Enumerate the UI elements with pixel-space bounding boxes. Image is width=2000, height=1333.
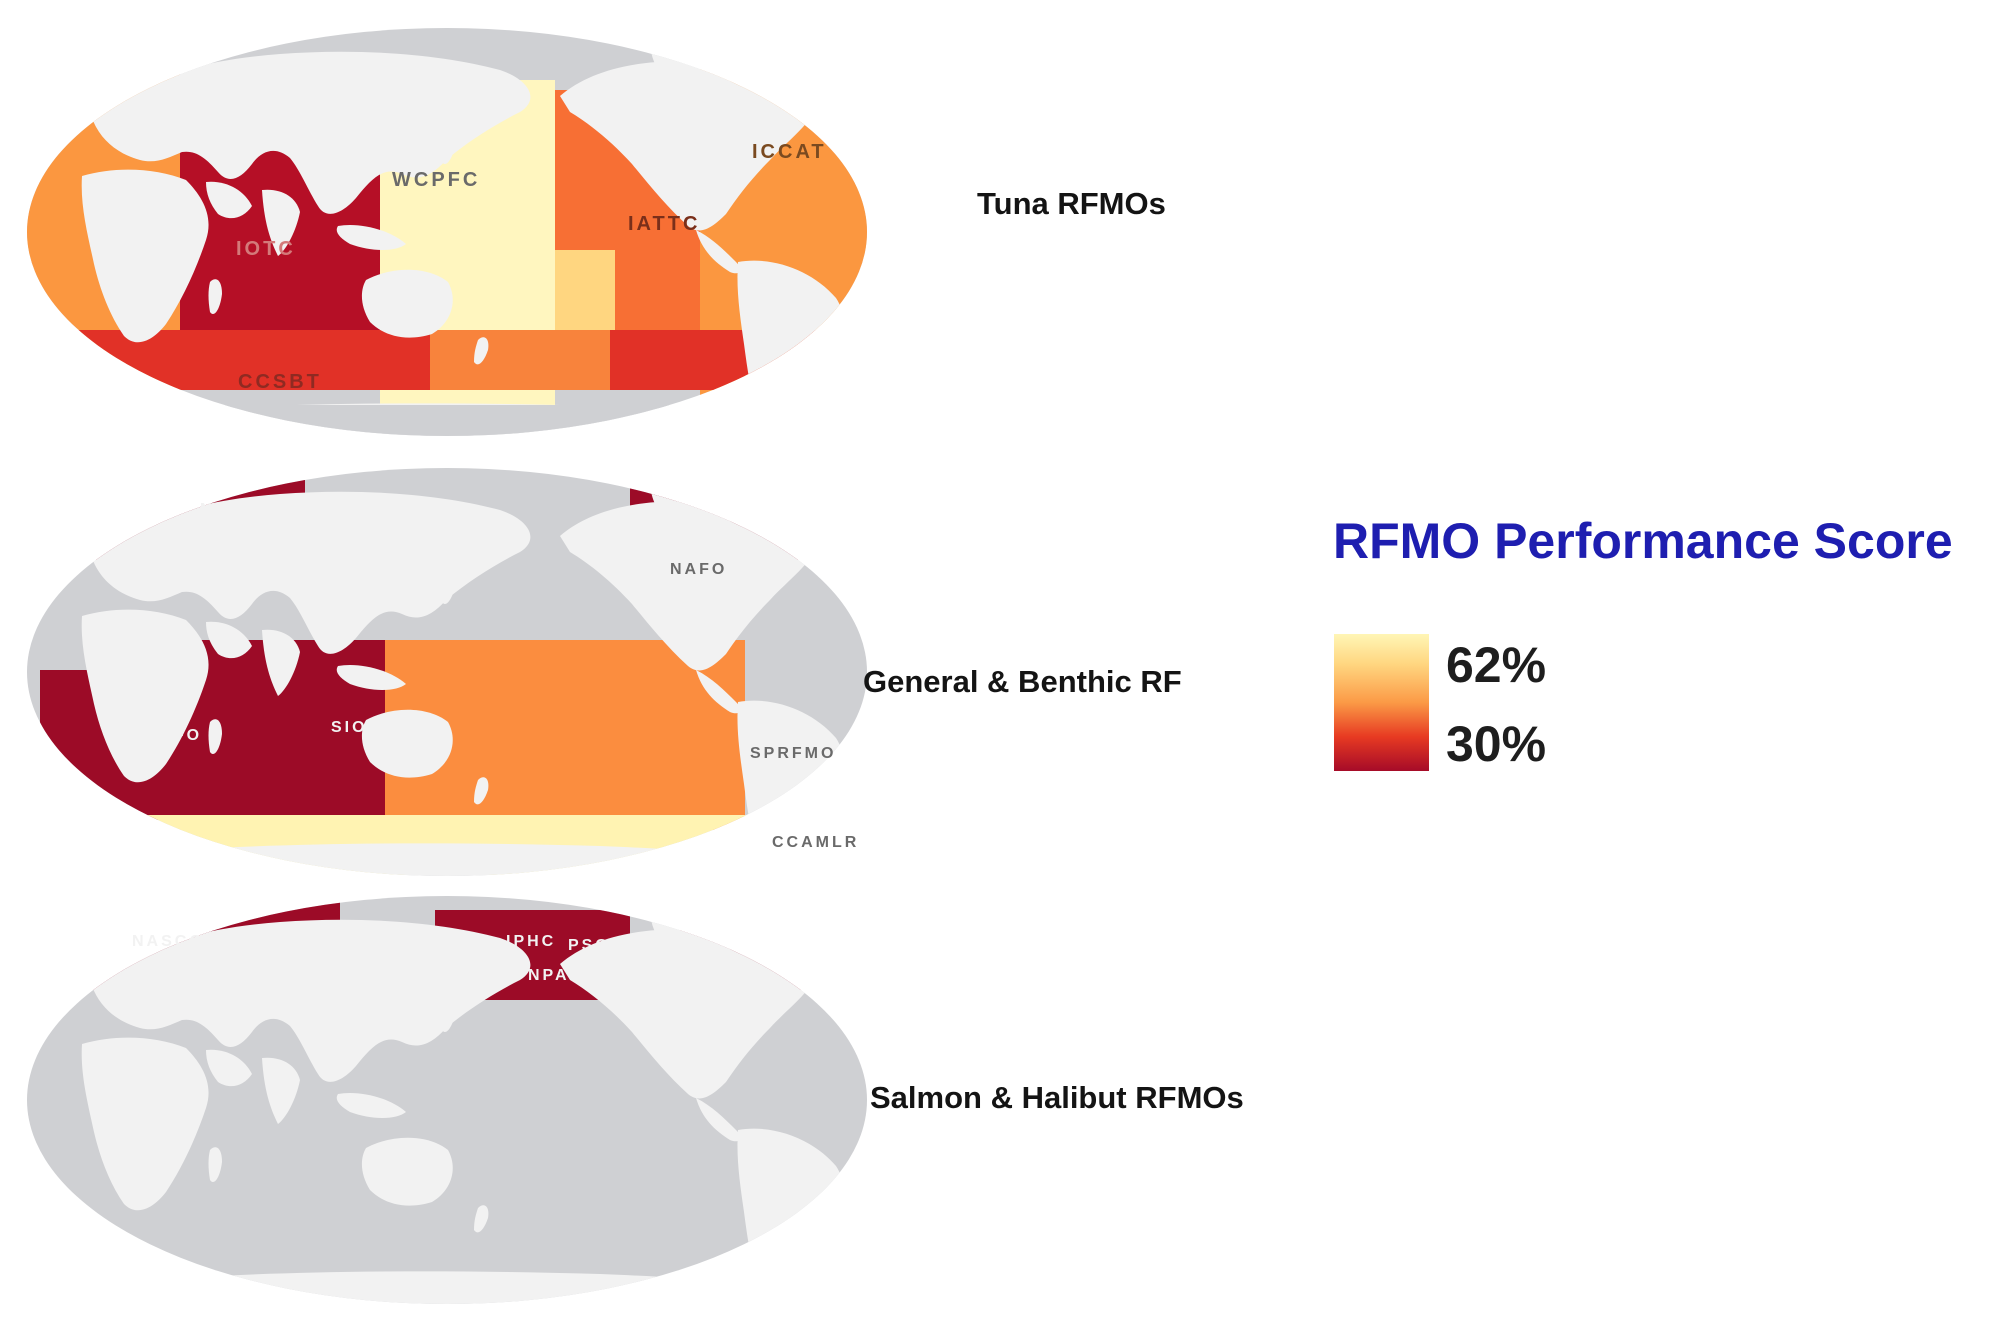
ccamlr-label: CCAMLR <box>772 834 859 851</box>
ccsbt-label: CCSBT <box>238 371 322 393</box>
npafc-label: NPAFC <box>528 967 597 984</box>
tuna-panel-title: Tuna RFMOs <box>977 186 1166 221</box>
tuna-map <box>27 28 867 436</box>
nasco-label: NASCO <box>132 933 205 950</box>
salmon-panel-title: Salmon & Halibut RFMOs <box>870 1080 1244 1115</box>
legend-max-label: 62% <box>1446 637 1547 693</box>
benthic-title-clip: General & Benthic RFMOs <box>863 656 1183 708</box>
nafo-label: NAFO <box>670 561 727 578</box>
salmon-region-labels: NASCO IPHC PSC NPAFC <box>132 933 610 984</box>
benthic-panel-title: General & Benthic RFMOs <box>863 664 1183 699</box>
wcpfc-label: WCPFC <box>392 169 480 191</box>
benthic-map <box>27 468 867 876</box>
legend-title: RFMO Performance Score <box>1333 513 1953 569</box>
benthic-region-labels: NEAFC GFCM NAFO SEAFO SIOFA SPRFMO CCAML… <box>132 501 859 851</box>
legend-min-label: 30% <box>1446 716 1547 772</box>
iccat-label: ICCAT <box>752 141 827 163</box>
psc-label: PSC <box>568 937 610 954</box>
neafc-label: NEAFC <box>200 501 270 518</box>
iphc-label: IPHC <box>506 933 556 950</box>
iotc-label: IOTC <box>236 238 296 260</box>
tuna-region-labels: WCPFC IATTC ICCAT IOTC CCSBT <box>236 141 827 393</box>
legend-color-ramp <box>1334 634 1429 771</box>
siofa-label: SIOFA <box>331 719 394 736</box>
gfcm-label: GFCM <box>206 549 265 566</box>
iattc-label: IATTC <box>628 213 700 235</box>
seafo-label: SEAFO <box>132 727 202 744</box>
salmon-map <box>27 896 867 1304</box>
sprfmo-label: SPRFMO <box>750 745 836 762</box>
